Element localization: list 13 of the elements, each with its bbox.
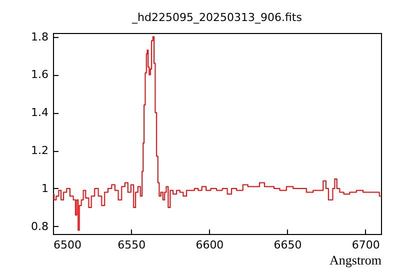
chart-title: _hd225095_20250313_906.fits	[131, 10, 302, 24]
y-tick-label: 1.2	[31, 144, 48, 158]
x-tick-label: 6550	[118, 238, 146, 252]
x-tick-label: 6600	[196, 238, 224, 252]
y-tick-label: 1.4	[31, 106, 48, 120]
y-tick-label: 1.8	[31, 30, 48, 44]
x-tick-label: 6650	[274, 238, 302, 252]
y-tick-label: 0.8	[31, 220, 48, 233]
x-tick-label: 6500	[54, 238, 82, 252]
x-axis-title: Angstrom	[330, 252, 382, 268]
x-tick-label: 6700	[352, 238, 380, 252]
y-tick-label: 1.6	[31, 68, 48, 82]
y-tick-label: 1	[42, 182, 48, 195]
